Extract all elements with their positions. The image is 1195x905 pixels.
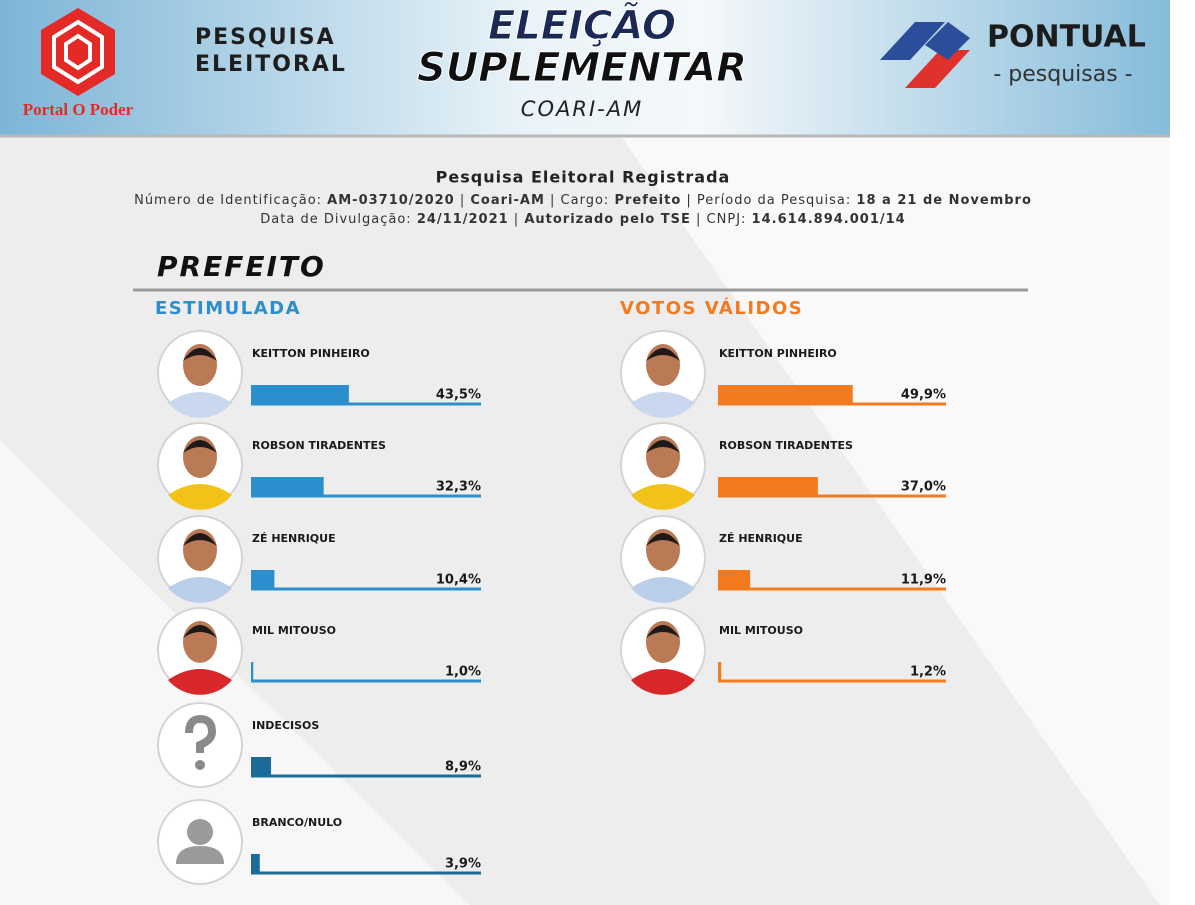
bar bbox=[718, 662, 722, 681]
avatar bbox=[620, 607, 706, 695]
header-band bbox=[0, 0, 1170, 135]
avatar-hair bbox=[646, 533, 680, 546]
survey-label: ELEITORAL bbox=[195, 52, 347, 77]
bar bbox=[251, 385, 349, 404]
info-part: 24/11/2021 bbox=[417, 212, 509, 227]
value-label: 1,2% bbox=[910, 665, 946, 680]
candidate-name: BRANCO/NULO bbox=[252, 816, 342, 829]
person-head bbox=[187, 819, 213, 845]
info-part: | bbox=[509, 212, 525, 227]
person-body bbox=[176, 846, 224, 864]
logo-text: Portal O Poder bbox=[23, 100, 134, 119]
info-part: Coari-AM bbox=[470, 193, 545, 208]
value-label: 11,9% bbox=[901, 573, 946, 588]
value-label: 37,0% bbox=[901, 480, 946, 495]
avatar-body bbox=[168, 669, 232, 695]
section-title: PREFEITO bbox=[157, 250, 326, 283]
logo-left bbox=[41, 8, 115, 96]
candidate-name: ROBSON TIRADENTES bbox=[719, 439, 853, 452]
value-label: 10,4% bbox=[436, 573, 481, 588]
avatar-body bbox=[631, 669, 695, 695]
avatar-hair bbox=[646, 625, 680, 638]
info-part: Autorizado pelo TSE bbox=[524, 212, 691, 227]
bar bbox=[718, 477, 818, 496]
candidate-name: MIL MITOUSO bbox=[252, 624, 336, 637]
avatar bbox=[620, 515, 706, 603]
avatar-hair bbox=[646, 440, 680, 453]
candidate-name: ZÉ HENRIQUE bbox=[719, 532, 803, 545]
value-label: 49,9% bbox=[901, 388, 946, 403]
candidate-name: ROBSON TIRADENTES bbox=[252, 439, 386, 452]
right-margin bbox=[1170, 0, 1195, 905]
avatar-hair bbox=[646, 348, 680, 361]
info-part: | CNPJ: bbox=[691, 212, 752, 227]
avatar bbox=[620, 422, 706, 510]
candidate-name: ZÉ HENRIQUE bbox=[252, 532, 336, 545]
info-part: | Cargo: bbox=[545, 193, 615, 208]
question-icon bbox=[185, 714, 217, 753]
value-label: 1,0% bbox=[445, 665, 481, 680]
value-label: 8,9% bbox=[445, 760, 481, 775]
candidate-name: INDECISOS bbox=[252, 719, 319, 732]
bar bbox=[251, 570, 275, 589]
avatar-body bbox=[631, 577, 695, 603]
bar bbox=[251, 854, 260, 873]
info-part: 14.614.894.001/14 bbox=[752, 212, 906, 227]
avatar bbox=[157, 515, 243, 603]
info-part: Data de Divulgação: bbox=[260, 212, 417, 227]
bg-diagonal bbox=[620, 135, 1170, 905]
info-line: Número de Identificação: AM-03710/2020 |… bbox=[134, 193, 1032, 208]
title: SUPLEMENTAR bbox=[417, 45, 747, 91]
info-heading: Pesquisa Eleitoral Registrada bbox=[436, 168, 731, 187]
question-dot bbox=[195, 760, 205, 770]
info-part: | bbox=[455, 193, 471, 208]
info-part: AM-03710/2020 bbox=[327, 193, 455, 208]
avatar-hair bbox=[183, 533, 217, 546]
info-part: 18 a 21 de Novembro bbox=[856, 193, 1031, 208]
info-part: Prefeito bbox=[614, 193, 681, 208]
avatar-hair bbox=[183, 625, 217, 638]
avatar bbox=[620, 330, 706, 418]
candidate-name: KEITTON PINHEIRO bbox=[719, 347, 837, 360]
avatar-body bbox=[168, 577, 232, 603]
value-label: 3,9% bbox=[445, 857, 481, 872]
bar bbox=[251, 757, 272, 776]
info-part: Número de Identificação: bbox=[134, 193, 327, 208]
avatar-body bbox=[168, 484, 232, 510]
chart-title: VOTOS VÁLIDOS bbox=[620, 297, 803, 319]
info-line: Data de Divulgação: 24/11/2021 | Autoriz… bbox=[260, 212, 905, 227]
avatar bbox=[157, 330, 243, 418]
avatar-hair bbox=[183, 348, 217, 361]
avatar bbox=[157, 607, 243, 695]
value-label: 32,3% bbox=[436, 480, 481, 495]
bar bbox=[251, 477, 324, 496]
bar bbox=[718, 570, 751, 589]
title: ELEIÇÃO bbox=[488, 1, 676, 49]
bar bbox=[718, 385, 853, 404]
candidate-name: KEITTON PINHEIRO bbox=[252, 347, 370, 360]
avatar bbox=[157, 422, 243, 510]
avatar-hair bbox=[183, 440, 217, 453]
avatar-body bbox=[168, 392, 232, 418]
bar bbox=[251, 662, 254, 681]
chart-title: ESTIMULADA bbox=[155, 298, 301, 319]
avatar-body bbox=[631, 484, 695, 510]
candidate-name: MIL MITOUSO bbox=[719, 624, 803, 637]
info-part: | Período da Pesquisa: bbox=[681, 193, 856, 208]
logo-right bbox=[880, 22, 970, 88]
avatar-body bbox=[631, 392, 695, 418]
brand: PONTUAL bbox=[987, 20, 1146, 55]
survey-label: PESQUISA bbox=[195, 25, 336, 50]
avatar bbox=[157, 702, 243, 788]
avatar bbox=[157, 799, 243, 885]
brand-sub: - pesquisas - bbox=[993, 62, 1132, 87]
value-label: 43,5% bbox=[436, 388, 481, 403]
location: COARI-AM bbox=[521, 97, 643, 121]
